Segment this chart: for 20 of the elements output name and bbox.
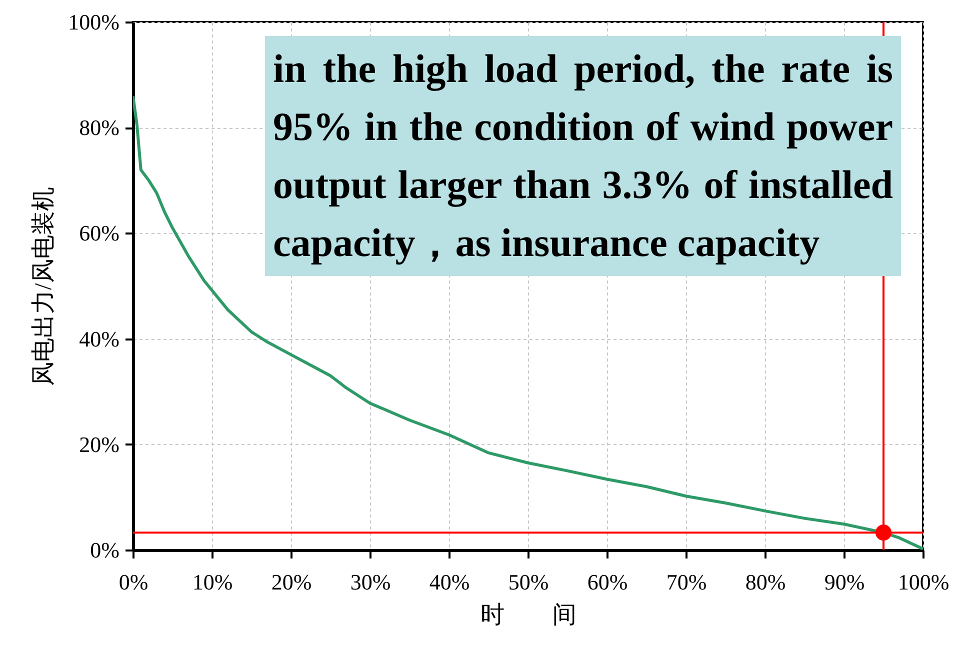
y-axis-title: 风电出力/风电装机 bbox=[31, 187, 58, 386]
x-tick-label: 0% bbox=[118, 570, 148, 594]
y-tick-label: 0% bbox=[90, 538, 120, 562]
x-tick-label: 100% bbox=[898, 570, 950, 594]
x-tick-label: 60% bbox=[587, 570, 628, 594]
x-tick-label: 50% bbox=[508, 570, 549, 594]
x-tick-label: 10% bbox=[192, 570, 233, 594]
y-tick-label: 100% bbox=[68, 10, 120, 34]
y-tick-label: 60% bbox=[79, 220, 120, 246]
annotation: in the high load period, the rate is 95% in the condition of wind power output larger than 3.3% of installed capacity，as insurance capacity bbox=[265, 36, 901, 276]
y-tick-label: 40% bbox=[79, 326, 120, 352]
x-tick-label: 20% bbox=[271, 570, 312, 594]
x-tick-label: 30% bbox=[350, 570, 391, 594]
y-tick-label: 20% bbox=[79, 432, 120, 457]
y-tick-label: 80% bbox=[79, 115, 120, 140]
x-tick-label: 40% bbox=[429, 570, 470, 594]
x-tick-label: 90% bbox=[824, 570, 865, 594]
x-tick-label: 80% bbox=[745, 570, 786, 594]
x-axis-title: 时 间 bbox=[480, 602, 576, 628]
x-tick-label: 70% bbox=[666, 570, 707, 594]
